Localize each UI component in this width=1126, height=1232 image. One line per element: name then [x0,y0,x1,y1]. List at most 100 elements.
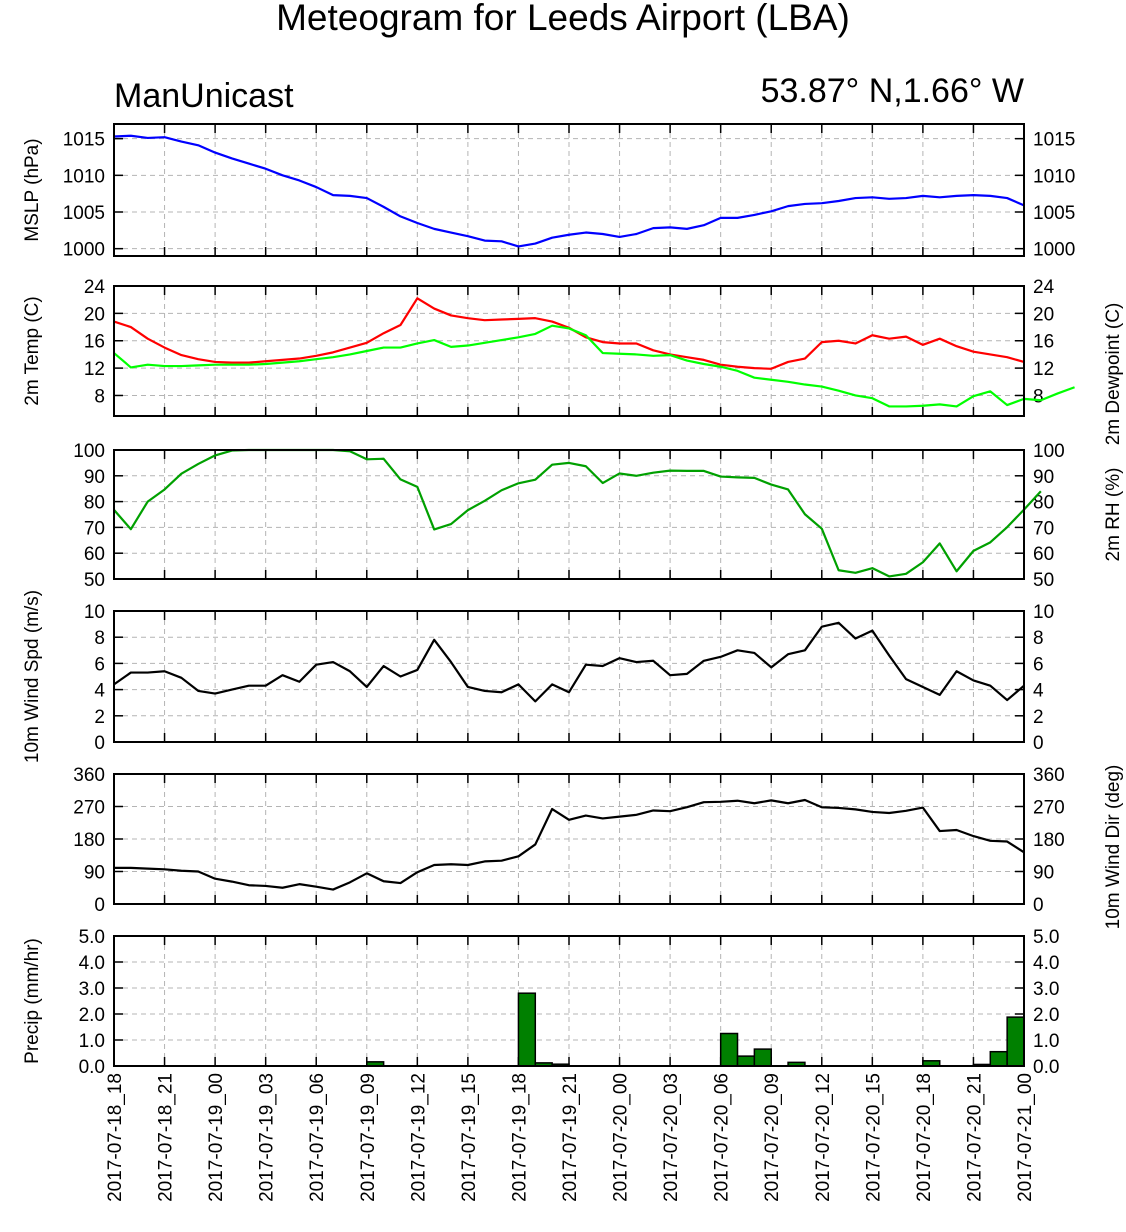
y-tick-label-left: 90 [84,467,105,488]
y-tick-label-right: 50 [1033,570,1054,591]
panel-frame [113,123,1025,257]
y-tick-label-left: 8 [94,386,105,407]
y-tick-label-right: 80 [1033,493,1054,514]
y-tick-label-right: 70 [1033,518,1054,539]
y-tick-label-left: 24 [84,277,106,298]
y-tick-label-left: 360 [73,765,105,786]
y-tick-label-right: 10 [1033,602,1054,623]
y-tick-label-left: 180 [73,830,105,851]
panel-wdir: 0 0 90 90 180 180 270 270 360 360 10m Wind Dir (de… [73,765,1124,930]
y-tick-label-right: 16 [1033,332,1054,353]
y-tick-label-left: 70 [84,518,105,539]
y-axis-title-right: 2m Dewpoint (C) [1103,303,1124,446]
precip-bar [736,1055,756,1067]
y-tick-label-left: 1005 [63,203,105,224]
x-tick-label: 2017-07-19_00 [206,1073,227,1202]
y-tick-label-right: 1.0 [1033,1031,1059,1052]
y-tick-label-left: 2.0 [79,1005,105,1026]
y-tick-label-right: 60 [1033,544,1054,565]
station-coordinates: 53.87° N,1.66° W [761,72,1024,110]
y-tick-label-left: 12 [84,359,105,380]
y-tick-label-right: 0 [1033,733,1044,754]
y-tick-label-right: 90 [1033,467,1054,488]
y-tick-label-right: 8 [1033,628,1044,649]
x-tick-label: 2017-07-19_12 [408,1073,429,1202]
x-tick-label: 2017-07-20_12 [813,1073,834,1202]
y-axis-title-left: 10m Wind Spd (m/s) [22,590,43,763]
precip-bar [989,1050,1008,1067]
x-tick-label: 2017-07-19_03 [257,1073,278,1202]
series-line-mslp-0 [113,134,1025,248]
y-axis-title-left: 2m Temp (C) [22,296,43,405]
y-tick-label-left: 1000 [63,240,105,261]
precip-bar [517,992,537,1067]
station-name: ManUnicast [114,77,294,115]
precip-bar [719,1032,739,1067]
precip-bar [1006,1016,1025,1067]
x-tick-label: 2017-07-19_18 [509,1073,530,1202]
y-tick-label-left: 4.0 [79,953,105,974]
y-tick-label-right: 20 [1033,304,1054,325]
x-tick-label: 2017-07-20_06 [712,1073,733,1202]
x-tick-label: 2017-07-19_21 [560,1073,581,1202]
series-line-rh-0 [113,448,1042,578]
y-tick-label-right: 1015 [1033,130,1075,151]
x-tick-label: 2017-07-19_09 [358,1073,379,1202]
y-tick-label-right: 3.0 [1033,979,1059,1000]
x-axis-time-labels: 2017-07-18_18 2017-07-18_21 2017-07-19_00 2… [105,1073,1036,1202]
panel-frame [113,935,1025,1067]
y-tick-label-left: 100 [73,441,105,462]
y-tick-label-right: 1000 [1033,240,1075,261]
panel-precip: 0.0 0.0 1.0 1.0 2.0 2.0 3.0 3.0 4.0 4.0 5.0 5.0 Prec… [22,927,1059,1078]
y-tick-label-right: 90 [1033,863,1054,884]
y-axis-title-left: Precip (mm/hr) [22,938,43,1064]
y-tick-label-left: 80 [84,493,105,514]
y-tick-label-left: 5.0 [79,927,105,948]
x-tick-label: 2017-07-19_15 [459,1073,480,1202]
x-tick-label: 2017-07-18_18 [105,1073,126,1202]
y-tick-label-left: 16 [84,332,105,353]
y-tick-label-left: 1010 [63,166,105,187]
panel-mslp: 1000 1000 1005 1005 1010 1010 1015 1015 MSLP (hP… [22,123,1075,261]
y-tick-label-left: 50 [84,570,105,591]
y-tick-label-left: 90 [84,863,105,884]
y-tick-label-right: 2.0 [1033,1005,1059,1026]
y-tick-label-left: 0.0 [79,1057,105,1078]
y-tick-label-right: 8 [1033,386,1044,407]
x-tick-label: 2017-07-21_00 [1015,1073,1036,1202]
y-tick-label-right: 360 [1033,765,1065,786]
y-axis-title-right: 10m Wind Dir (deg) [1103,765,1124,930]
y-tick-label-left: 1015 [63,130,105,151]
series-line-temp-1 [113,324,1075,408]
panel-frame [113,285,1025,417]
y-tick-label-right: 24 [1033,277,1055,298]
x-tick-label: 2017-07-20_03 [661,1073,682,1202]
precip-bar [753,1048,772,1067]
y-axis-title-right: 2m RH (%) [1103,468,1124,562]
y-tick-label-left: 20 [84,304,105,325]
x-tick-label: 2017-07-20_09 [762,1073,783,1202]
x-tick-label: 2017-07-20_18 [914,1073,935,1202]
y-tick-label-right: 12 [1033,359,1054,380]
y-tick-label-left: 0 [94,895,105,916]
y-tick-label-left: 270 [73,798,105,819]
y-tick-label-right: 4.0 [1033,953,1059,974]
y-tick-label-right: 0 [1033,895,1044,916]
y-tick-label-left: 0 [94,733,105,754]
y-tick-label-right: 1010 [1033,166,1075,187]
y-tick-label-right: 5.0 [1033,927,1059,948]
chart-title: Meteogram for Leeds Airport (LBA) [276,0,850,38]
x-tick-label: 2017-07-20_00 [611,1073,632,1202]
x-tick-label: 2017-07-20_21 [964,1073,985,1202]
y-tick-label-left: 60 [84,544,105,565]
y-tick-label-right: 0.0 [1033,1057,1059,1078]
panel-frame [113,610,1025,743]
y-tick-label-right: 1005 [1033,203,1075,224]
y-tick-label-left: 2 [94,707,105,728]
y-tick-label-left: 6 [94,654,105,675]
y-tick-label-right: 2 [1033,707,1044,728]
y-tick-label-left: 10 [84,602,105,623]
panel-frame [113,773,1025,905]
x-tick-label: 2017-07-20_15 [863,1073,884,1202]
